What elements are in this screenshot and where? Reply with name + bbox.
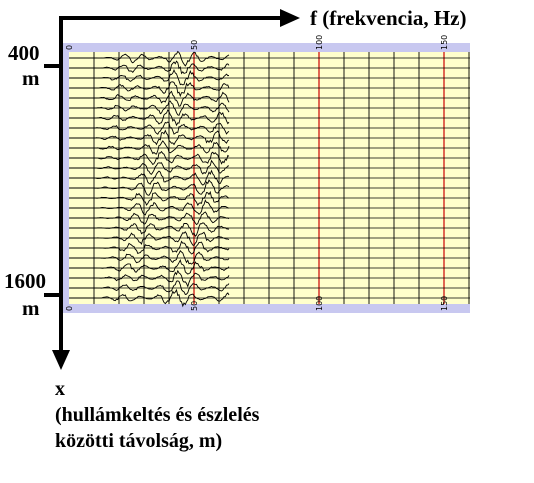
trace xyxy=(69,231,230,247)
trace xyxy=(69,190,230,207)
distance-axis-symbol: x xyxy=(55,378,65,400)
trace xyxy=(69,250,230,265)
bottom-depth-value: 1600 xyxy=(4,269,46,293)
frequency-tick-label: 150 xyxy=(440,296,449,311)
left-frame-bar xyxy=(63,43,69,313)
trace xyxy=(69,179,230,196)
bottom-scale-bar xyxy=(63,304,470,313)
distance-axis-description-line2: közötti távolság, m) xyxy=(55,430,223,452)
trace xyxy=(69,60,230,75)
trace xyxy=(69,100,230,116)
trace xyxy=(69,121,230,135)
frequency-tick-label: 150 xyxy=(440,35,449,50)
frequency-axis-label: f (frekvencia, Hz) xyxy=(310,6,467,30)
trace xyxy=(69,199,230,216)
top-depth-value: 400 xyxy=(8,41,40,65)
frequency-tick-label: 0 xyxy=(65,45,74,50)
trace xyxy=(69,280,230,296)
trace xyxy=(69,269,230,288)
bottom-frequency-ticks: 0 50 100 150 xyxy=(65,296,449,311)
trace xyxy=(69,81,230,98)
trace xyxy=(69,50,230,67)
trace xyxy=(69,68,230,86)
horizontal-grid xyxy=(69,57,470,299)
trace xyxy=(69,288,230,308)
trace xyxy=(69,129,230,146)
frequency-tick-label: 0 xyxy=(65,306,74,311)
frequency-tick-label: 100 xyxy=(315,35,324,50)
trace xyxy=(69,259,230,275)
top-scale-bar xyxy=(63,43,470,52)
trace xyxy=(69,140,230,155)
trace xyxy=(69,150,230,166)
trace xyxy=(69,240,230,255)
bottom-depth-unit: m xyxy=(22,296,40,320)
f-axis-arrowhead xyxy=(280,9,300,27)
seismic-traces xyxy=(69,50,230,308)
x-axis-arrowhead xyxy=(52,350,70,370)
distance-axis-description-line1: (hullámkeltés és észlelés xyxy=(55,404,260,426)
frequency-tick-label: 50 xyxy=(190,301,199,311)
trace xyxy=(69,222,230,237)
trace xyxy=(69,90,230,107)
top-depth-unit: m xyxy=(22,66,40,90)
trace xyxy=(69,109,230,127)
frequency-tick-label: 50 xyxy=(190,40,199,50)
frequency-tick-label: 100 xyxy=(315,296,324,311)
top-frequency-ticks: 0 50 100 150 xyxy=(65,35,449,50)
trace xyxy=(69,169,230,186)
trace xyxy=(69,211,230,226)
trace xyxy=(69,159,230,175)
